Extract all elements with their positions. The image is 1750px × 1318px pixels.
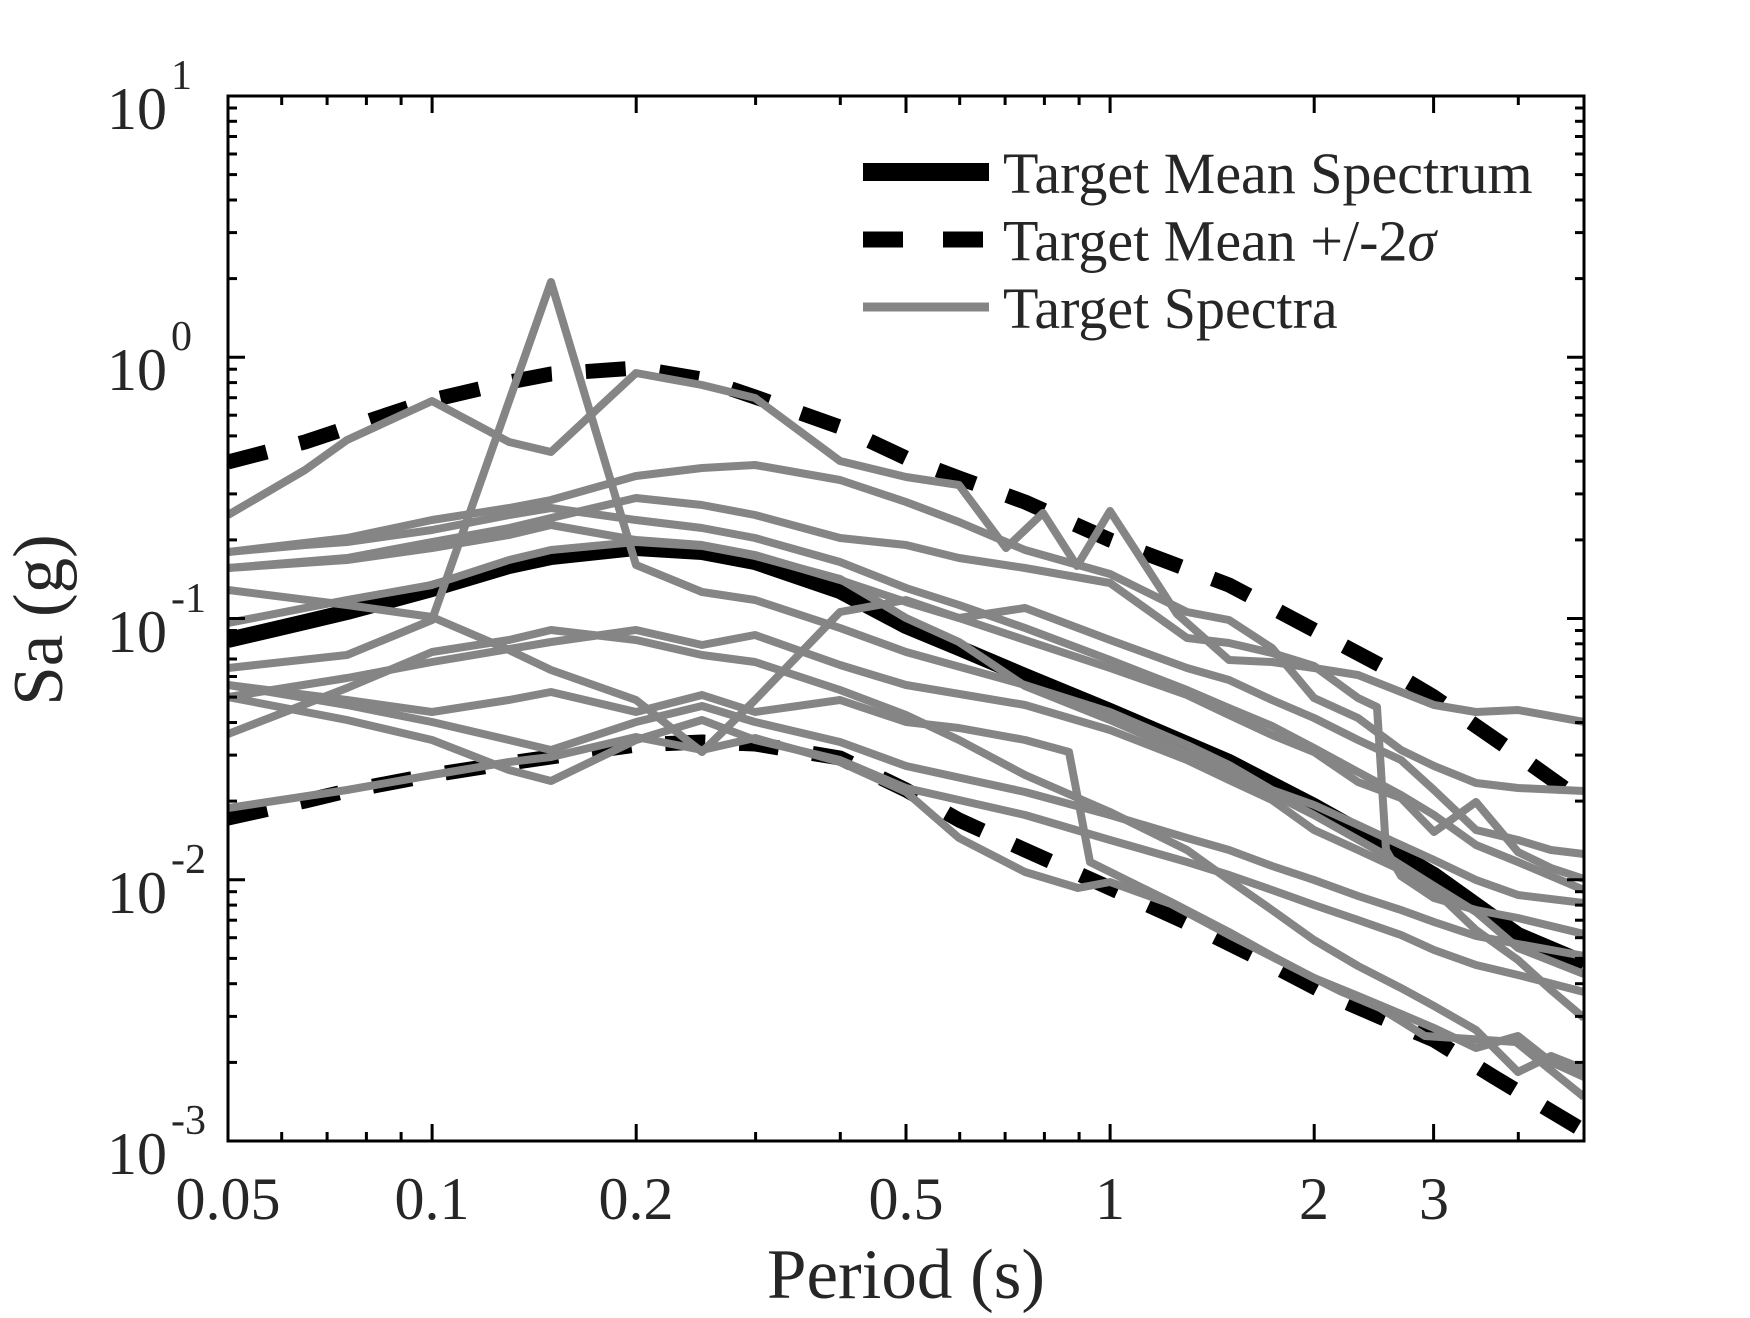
svg-text:1: 1 [171,53,192,99]
svg-text:10: 10 [107,337,167,403]
svg-text:Sa (g): Sa (g) [0,534,78,706]
svg-text:0.5: 0.5 [869,1166,944,1232]
svg-text:10: 10 [107,1121,167,1187]
svg-text:2: 2 [1299,1166,1329,1232]
svg-text:10: 10 [107,599,167,665]
svg-text:-2: -2 [171,837,206,883]
svg-text:-3: -3 [171,1098,206,1144]
svg-text:-1: -1 [171,576,206,622]
svg-text:0.05: 0.05 [176,1166,281,1232]
svg-text:3: 3 [1419,1166,1449,1232]
svg-text:Target Mean +/-2σ: Target Mean +/-2σ [1003,209,1438,274]
svg-text:10: 10 [107,860,167,926]
svg-text:0.1: 0.1 [395,1166,470,1232]
svg-text:Target Spectra: Target Spectra [1003,276,1338,341]
svg-text:0: 0 [171,314,192,360]
svg-text:Period (s): Period (s) [767,1236,1045,1313]
svg-text:10: 10 [107,76,167,142]
svg-text:Target Mean Spectrum: Target Mean Spectrum [1003,141,1533,206]
svg-text:0.2: 0.2 [599,1166,674,1232]
svg-text:1: 1 [1095,1166,1125,1232]
